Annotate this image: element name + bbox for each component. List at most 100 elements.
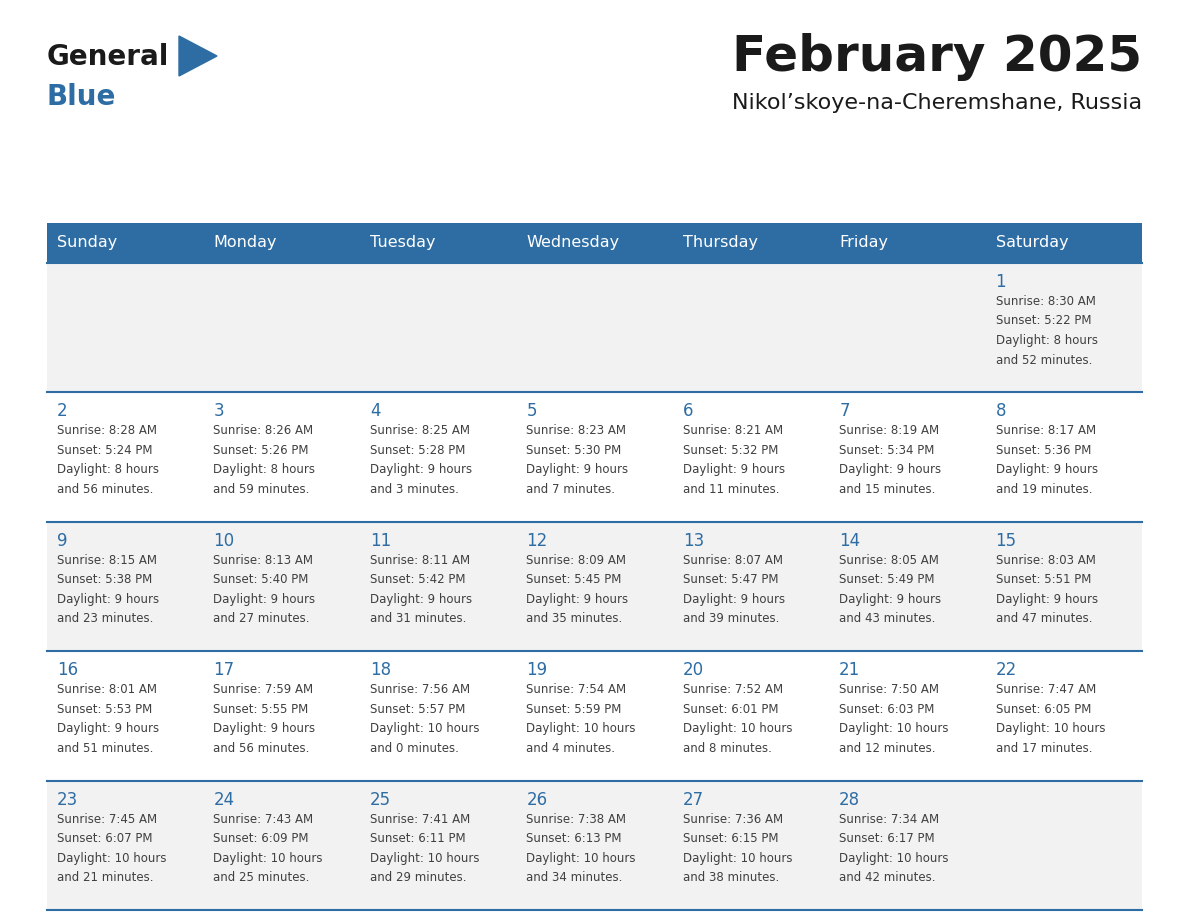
Text: Daylight: 10 hours: Daylight: 10 hours <box>839 722 949 735</box>
Text: Daylight: 9 hours: Daylight: 9 hours <box>214 593 316 606</box>
Text: Sunrise: 8:07 AM: Sunrise: 8:07 AM <box>683 554 783 566</box>
Text: Daylight: 8 hours: Daylight: 8 hours <box>996 334 1098 347</box>
Text: Daylight: 9 hours: Daylight: 9 hours <box>996 593 1098 606</box>
Text: Daylight: 9 hours: Daylight: 9 hours <box>839 464 941 476</box>
Text: Daylight: 9 hours: Daylight: 9 hours <box>996 464 1098 476</box>
Text: Sunrise: 7:54 AM: Sunrise: 7:54 AM <box>526 683 626 696</box>
Text: Sunrise: 7:38 AM: Sunrise: 7:38 AM <box>526 812 626 825</box>
Text: Sunrise: 7:36 AM: Sunrise: 7:36 AM <box>683 812 783 825</box>
Text: Sunrise: 7:47 AM: Sunrise: 7:47 AM <box>996 683 1095 696</box>
Text: Sunset: 5:55 PM: Sunset: 5:55 PM <box>214 702 309 716</box>
Text: Sunset: 5:59 PM: Sunset: 5:59 PM <box>526 702 621 716</box>
Text: Sunset: 5:24 PM: Sunset: 5:24 PM <box>57 444 152 457</box>
Text: Sunrise: 8:11 AM: Sunrise: 8:11 AM <box>369 554 470 566</box>
Text: Sunset: 5:38 PM: Sunset: 5:38 PM <box>57 574 152 587</box>
Text: Sunset: 6:05 PM: Sunset: 6:05 PM <box>996 702 1091 716</box>
Text: Wednesday: Wednesday <box>526 236 619 251</box>
Text: and 38 minutes.: and 38 minutes. <box>683 871 779 884</box>
Text: Sunset: 5:28 PM: Sunset: 5:28 PM <box>369 444 466 457</box>
Text: Sunset: 5:45 PM: Sunset: 5:45 PM <box>526 574 621 587</box>
Text: Sunset: 6:11 PM: Sunset: 6:11 PM <box>369 832 466 845</box>
Text: Sunrise: 8:15 AM: Sunrise: 8:15 AM <box>57 554 157 566</box>
Text: Sunset: 6:03 PM: Sunset: 6:03 PM <box>839 702 935 716</box>
Text: 24: 24 <box>214 790 234 809</box>
Bar <box>48 392 1142 521</box>
Text: and 7 minutes.: and 7 minutes. <box>526 483 615 496</box>
Text: General: General <box>48 43 170 71</box>
Text: Sunset: 5:32 PM: Sunset: 5:32 PM <box>683 444 778 457</box>
Text: and 29 minutes.: and 29 minutes. <box>369 871 467 884</box>
Text: and 15 minutes.: and 15 minutes. <box>839 483 935 496</box>
Text: Sunrise: 7:43 AM: Sunrise: 7:43 AM <box>214 812 314 825</box>
Text: 12: 12 <box>526 532 548 550</box>
Text: Daylight: 9 hours: Daylight: 9 hours <box>526 593 628 606</box>
Text: Sunrise: 7:45 AM: Sunrise: 7:45 AM <box>57 812 157 825</box>
Text: 19: 19 <box>526 661 548 679</box>
Text: and 34 minutes.: and 34 minutes. <box>526 871 623 884</box>
Text: 20: 20 <box>683 661 703 679</box>
Text: 28: 28 <box>839 790 860 809</box>
Text: Daylight: 9 hours: Daylight: 9 hours <box>57 722 159 735</box>
Text: 22: 22 <box>996 661 1017 679</box>
Text: Daylight: 10 hours: Daylight: 10 hours <box>369 722 479 735</box>
Text: Sunrise: 8:01 AM: Sunrise: 8:01 AM <box>57 683 157 696</box>
Text: 25: 25 <box>369 790 391 809</box>
Text: Sunset: 5:34 PM: Sunset: 5:34 PM <box>839 444 935 457</box>
Text: Monday: Monday <box>214 236 277 251</box>
Text: Sunrise: 8:05 AM: Sunrise: 8:05 AM <box>839 554 939 566</box>
Text: Sunset: 5:51 PM: Sunset: 5:51 PM <box>996 574 1091 587</box>
Text: Sunset: 5:53 PM: Sunset: 5:53 PM <box>57 702 152 716</box>
Text: Daylight: 9 hours: Daylight: 9 hours <box>369 593 472 606</box>
Text: Sunset: 6:17 PM: Sunset: 6:17 PM <box>839 832 935 845</box>
Text: Thursday: Thursday <box>683 236 758 251</box>
Text: Saturday: Saturday <box>996 236 1068 251</box>
Text: Sunset: 5:42 PM: Sunset: 5:42 PM <box>369 574 466 587</box>
Text: Sunrise: 7:50 AM: Sunrise: 7:50 AM <box>839 683 940 696</box>
Text: and 39 minutes.: and 39 minutes. <box>683 612 779 625</box>
Text: Sunset: 6:07 PM: Sunset: 6:07 PM <box>57 832 152 845</box>
Text: and 3 minutes.: and 3 minutes. <box>369 483 459 496</box>
Text: Daylight: 10 hours: Daylight: 10 hours <box>214 852 323 865</box>
Text: Sunset: 5:36 PM: Sunset: 5:36 PM <box>996 444 1091 457</box>
Text: Sunrise: 8:26 AM: Sunrise: 8:26 AM <box>214 424 314 437</box>
Text: 10: 10 <box>214 532 234 550</box>
Text: Sunrise: 7:52 AM: Sunrise: 7:52 AM <box>683 683 783 696</box>
Text: and 17 minutes.: and 17 minutes. <box>996 742 1092 755</box>
Text: 11: 11 <box>369 532 391 550</box>
Text: 18: 18 <box>369 661 391 679</box>
Bar <box>48 263 1142 392</box>
Text: Sunrise: 8:03 AM: Sunrise: 8:03 AM <box>996 554 1095 566</box>
Text: 7: 7 <box>839 402 849 420</box>
Text: Daylight: 10 hours: Daylight: 10 hours <box>369 852 479 865</box>
Text: Daylight: 9 hours: Daylight: 9 hours <box>214 722 316 735</box>
Text: and 52 minutes.: and 52 minutes. <box>996 353 1092 366</box>
Text: and 25 minutes.: and 25 minutes. <box>214 871 310 884</box>
Text: and 23 minutes.: and 23 minutes. <box>57 612 153 625</box>
Text: 9: 9 <box>57 532 68 550</box>
Text: and 12 minutes.: and 12 minutes. <box>839 742 936 755</box>
Text: Tuesday: Tuesday <box>369 236 435 251</box>
Text: 26: 26 <box>526 790 548 809</box>
Text: Sunrise: 8:09 AM: Sunrise: 8:09 AM <box>526 554 626 566</box>
Text: Blue: Blue <box>48 83 116 111</box>
Text: 13: 13 <box>683 532 704 550</box>
Text: 23: 23 <box>57 790 78 809</box>
Text: Sunset: 5:57 PM: Sunset: 5:57 PM <box>369 702 466 716</box>
Text: and 4 minutes.: and 4 minutes. <box>526 742 615 755</box>
Text: Daylight: 9 hours: Daylight: 9 hours <box>526 464 628 476</box>
Text: 27: 27 <box>683 790 703 809</box>
Text: 3: 3 <box>214 402 225 420</box>
Text: Daylight: 10 hours: Daylight: 10 hours <box>996 722 1105 735</box>
Text: and 43 minutes.: and 43 minutes. <box>839 612 935 625</box>
Text: 21: 21 <box>839 661 860 679</box>
Text: and 0 minutes.: and 0 minutes. <box>369 742 459 755</box>
Text: 15: 15 <box>996 532 1017 550</box>
Bar <box>48 223 1142 263</box>
Text: Daylight: 8 hours: Daylight: 8 hours <box>214 464 316 476</box>
Text: Sunrise: 8:23 AM: Sunrise: 8:23 AM <box>526 424 626 437</box>
Text: Sunset: 6:09 PM: Sunset: 6:09 PM <box>214 832 309 845</box>
Text: Sunrise: 8:17 AM: Sunrise: 8:17 AM <box>996 424 1095 437</box>
Text: Daylight: 10 hours: Daylight: 10 hours <box>57 852 166 865</box>
Text: 14: 14 <box>839 532 860 550</box>
Text: Daylight: 10 hours: Daylight: 10 hours <box>526 722 636 735</box>
